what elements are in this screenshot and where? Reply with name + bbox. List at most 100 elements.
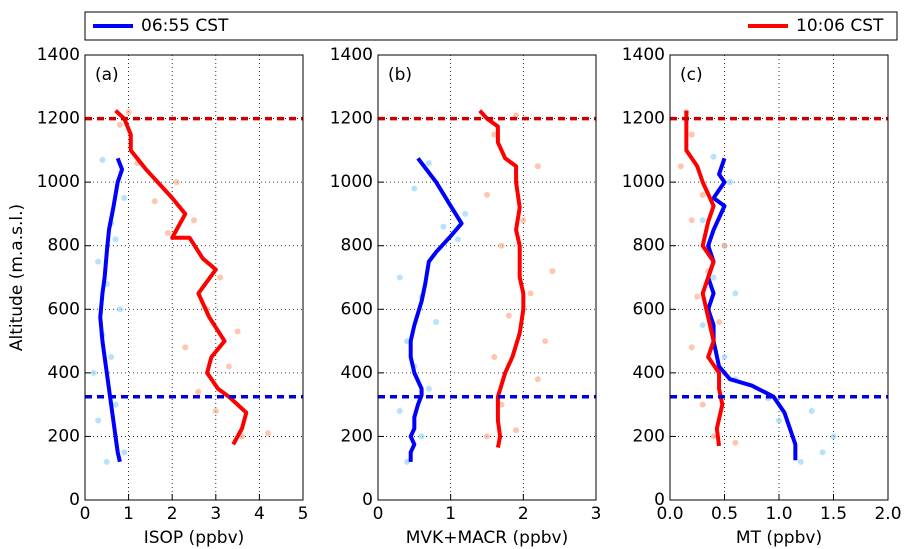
- y-tick-label: 800: [48, 236, 80, 256]
- scatter-point: [527, 290, 534, 297]
- x-tick-label: 2: [167, 504, 178, 524]
- scatter-point: [716, 319, 723, 325]
- y-tick-label: 200: [48, 426, 80, 446]
- plot-frame: [377, 54, 597, 501]
- legend-box: [84, 11, 898, 41]
- scatter-point: [797, 458, 804, 465]
- x-axis-label: MVK+MACR (ppbv): [406, 528, 568, 548]
- scatter-point: [732, 290, 739, 297]
- scatter-point: [440, 223, 447, 230]
- x-tick-label: 2.0: [874, 504, 901, 524]
- scatter-point: [462, 210, 469, 217]
- scatter-point: [108, 353, 115, 360]
- scatter-point: [164, 230, 171, 236]
- panel-label: (c): [680, 65, 703, 85]
- scatter-point: [173, 179, 180, 186]
- scatter-point: [699, 217, 706, 224]
- scatter-point: [498, 401, 505, 408]
- scatter-point: [425, 385, 432, 392]
- scatter-point: [534, 376, 541, 383]
- x-tick-label: 0.5: [711, 504, 738, 524]
- scatter-point: [699, 191, 706, 198]
- y-tick-label: 800: [633, 236, 665, 256]
- scatter-point: [534, 163, 541, 170]
- x-tick-label: 2: [518, 504, 529, 524]
- scatter-point: [699, 401, 706, 408]
- y-tick-label: 800: [341, 236, 373, 256]
- scatter-point: [694, 293, 701, 300]
- y-tick-label: 1400: [622, 45, 665, 65]
- scatter-point: [513, 427, 520, 434]
- plot-frame: [84, 54, 304, 501]
- plot-frame: [669, 54, 889, 501]
- y-tick-label: 1400: [37, 45, 80, 65]
- scatter-point: [721, 242, 728, 249]
- scatter-point: [225, 363, 232, 370]
- scatter-point: [819, 449, 826, 456]
- scatter-point: [404, 338, 411, 345]
- profile-line: [114, 109, 249, 446]
- y-tick-label: 400: [48, 363, 80, 383]
- x-tick-label: 1: [445, 504, 456, 524]
- y-tick-label: 1000: [622, 172, 665, 192]
- scatter-point: [454, 236, 461, 243]
- scatter-point: [396, 274, 403, 281]
- scatter-point: [484, 191, 490, 198]
- scatter-point: [776, 417, 782, 424]
- scatter-point: [217, 274, 224, 281]
- scatter-point: [808, 408, 815, 414]
- x-tick-label: 0: [373, 504, 384, 524]
- scatter-point: [677, 163, 684, 170]
- y-tick-label: 1400: [330, 45, 373, 65]
- y-tick-label: 600: [633, 299, 665, 319]
- y-tick-label: 0: [362, 490, 373, 510]
- scatter-point: [688, 344, 695, 351]
- y-tick-label: 200: [633, 426, 665, 446]
- scatter-point: [491, 131, 498, 138]
- scatter-point: [542, 338, 549, 345]
- scatter-point: [99, 156, 106, 163]
- scatter-point: [121, 195, 128, 202]
- scatter-point: [116, 121, 123, 128]
- profile-line: [408, 157, 464, 462]
- x-tick-label: 5: [298, 504, 309, 524]
- scatter-point: [688, 131, 695, 138]
- scatter-point: [212, 408, 219, 414]
- y-tick-label: 1000: [330, 172, 373, 192]
- scatter-point: [425, 160, 432, 167]
- scatter-point: [732, 439, 739, 446]
- scatter-point: [112, 236, 119, 243]
- y-tick-label: 1200: [37, 109, 80, 129]
- x-tick-label: 1.0: [765, 504, 792, 524]
- profile-line: [684, 110, 725, 447]
- scatter-point: [433, 319, 440, 325]
- scatter-point: [103, 458, 110, 465]
- scatter-point: [710, 153, 717, 160]
- scatter-point: [830, 433, 837, 440]
- y-tick-label: 400: [341, 363, 373, 383]
- y-tick-label: 1200: [622, 109, 665, 129]
- legend-label: 06:55 CST: [141, 16, 229, 36]
- scatter-point: [182, 344, 189, 351]
- scatter-point: [151, 198, 158, 205]
- scatter-point: [498, 242, 505, 249]
- scatter-point: [116, 306, 123, 313]
- x-tick-label: 1.5: [820, 504, 847, 524]
- scatter-point: [549, 268, 556, 275]
- scatter-point: [505, 312, 512, 319]
- scatter-point: [404, 458, 411, 465]
- x-tick-label: 1: [123, 504, 134, 524]
- x-tick-label: 0: [80, 504, 91, 524]
- scatter-point: [411, 185, 418, 192]
- scatter-point: [726, 179, 733, 186]
- x-tick-label: 4: [254, 504, 265, 524]
- scatter-point: [265, 430, 272, 437]
- scatter-point: [699, 322, 706, 329]
- y-tick-label: 400: [633, 363, 665, 383]
- scatter-point: [90, 369, 97, 376]
- y-tick-label: 1000: [37, 172, 80, 192]
- y-tick-label: 600: [48, 299, 80, 319]
- y-tick-label: 0: [69, 490, 80, 510]
- y-tick-label: 1200: [330, 109, 373, 129]
